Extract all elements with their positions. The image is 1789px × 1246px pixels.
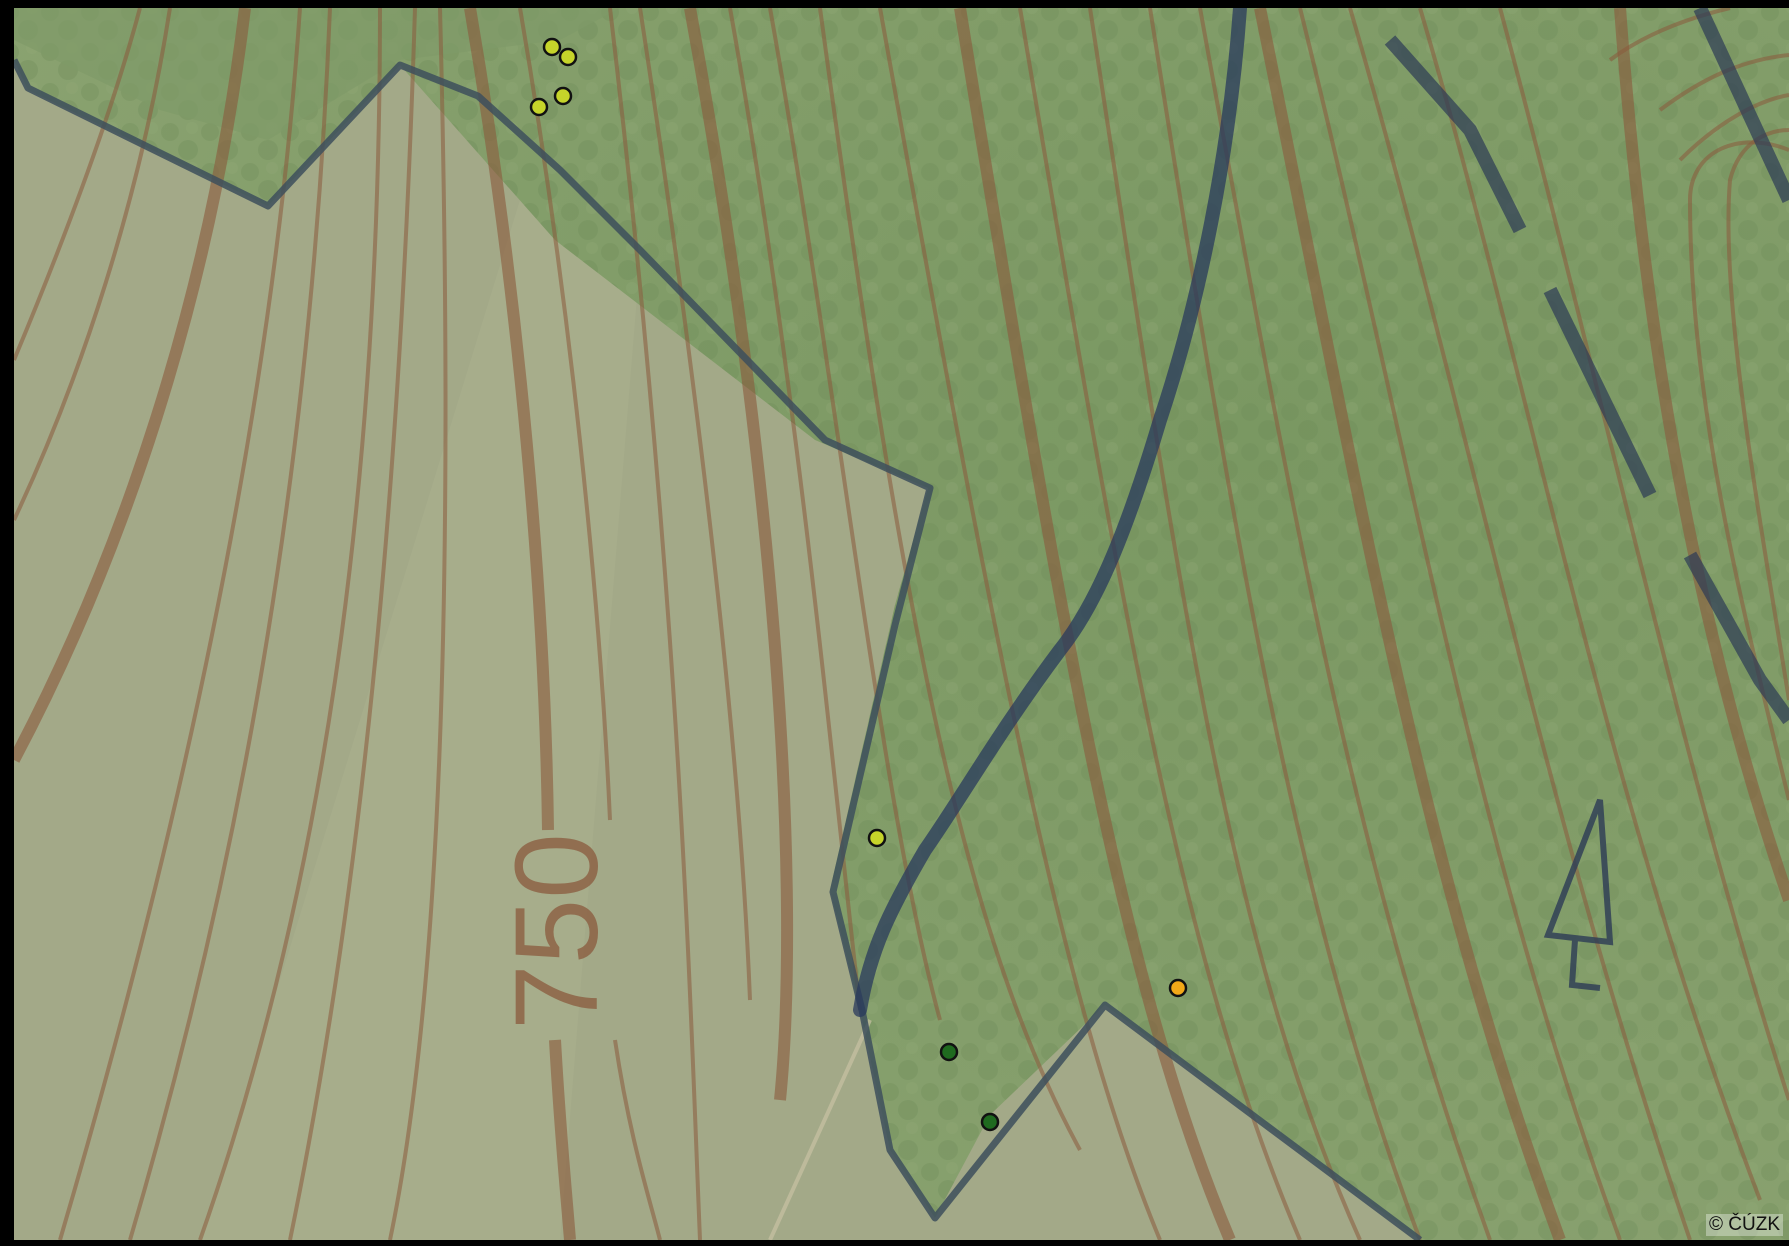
observation-marker[interactable] xyxy=(542,37,562,57)
elevation-label: 750 xyxy=(491,833,623,1030)
forest-boundary xyxy=(14,58,1423,1240)
observation-marker[interactable] xyxy=(529,97,549,117)
map-canvas[interactable]: 750 xyxy=(14,8,1789,1240)
observation-marker[interactable] xyxy=(553,86,573,106)
road-segment-mid xyxy=(1543,286,1657,499)
observation-marker[interactable] xyxy=(867,828,887,848)
observation-marker[interactable] xyxy=(980,1112,1000,1132)
observation-marker[interactable] xyxy=(939,1042,959,1062)
observation-markers[interactable] xyxy=(529,37,1188,1132)
road-segment-lower xyxy=(1683,551,1789,725)
forest-texture xyxy=(14,8,1789,1240)
observation-marker[interactable] xyxy=(1168,978,1188,998)
road-segment-top xyxy=(1384,35,1527,234)
coniferous-tree-icon xyxy=(1543,798,1614,991)
forest-road xyxy=(853,8,1247,1017)
observation-marker[interactable] xyxy=(558,47,578,67)
footpath xyxy=(768,1019,872,1240)
road-segment-edge xyxy=(1693,8,1789,203)
copyright-notice: © ČÚZK xyxy=(1706,1214,1783,1236)
